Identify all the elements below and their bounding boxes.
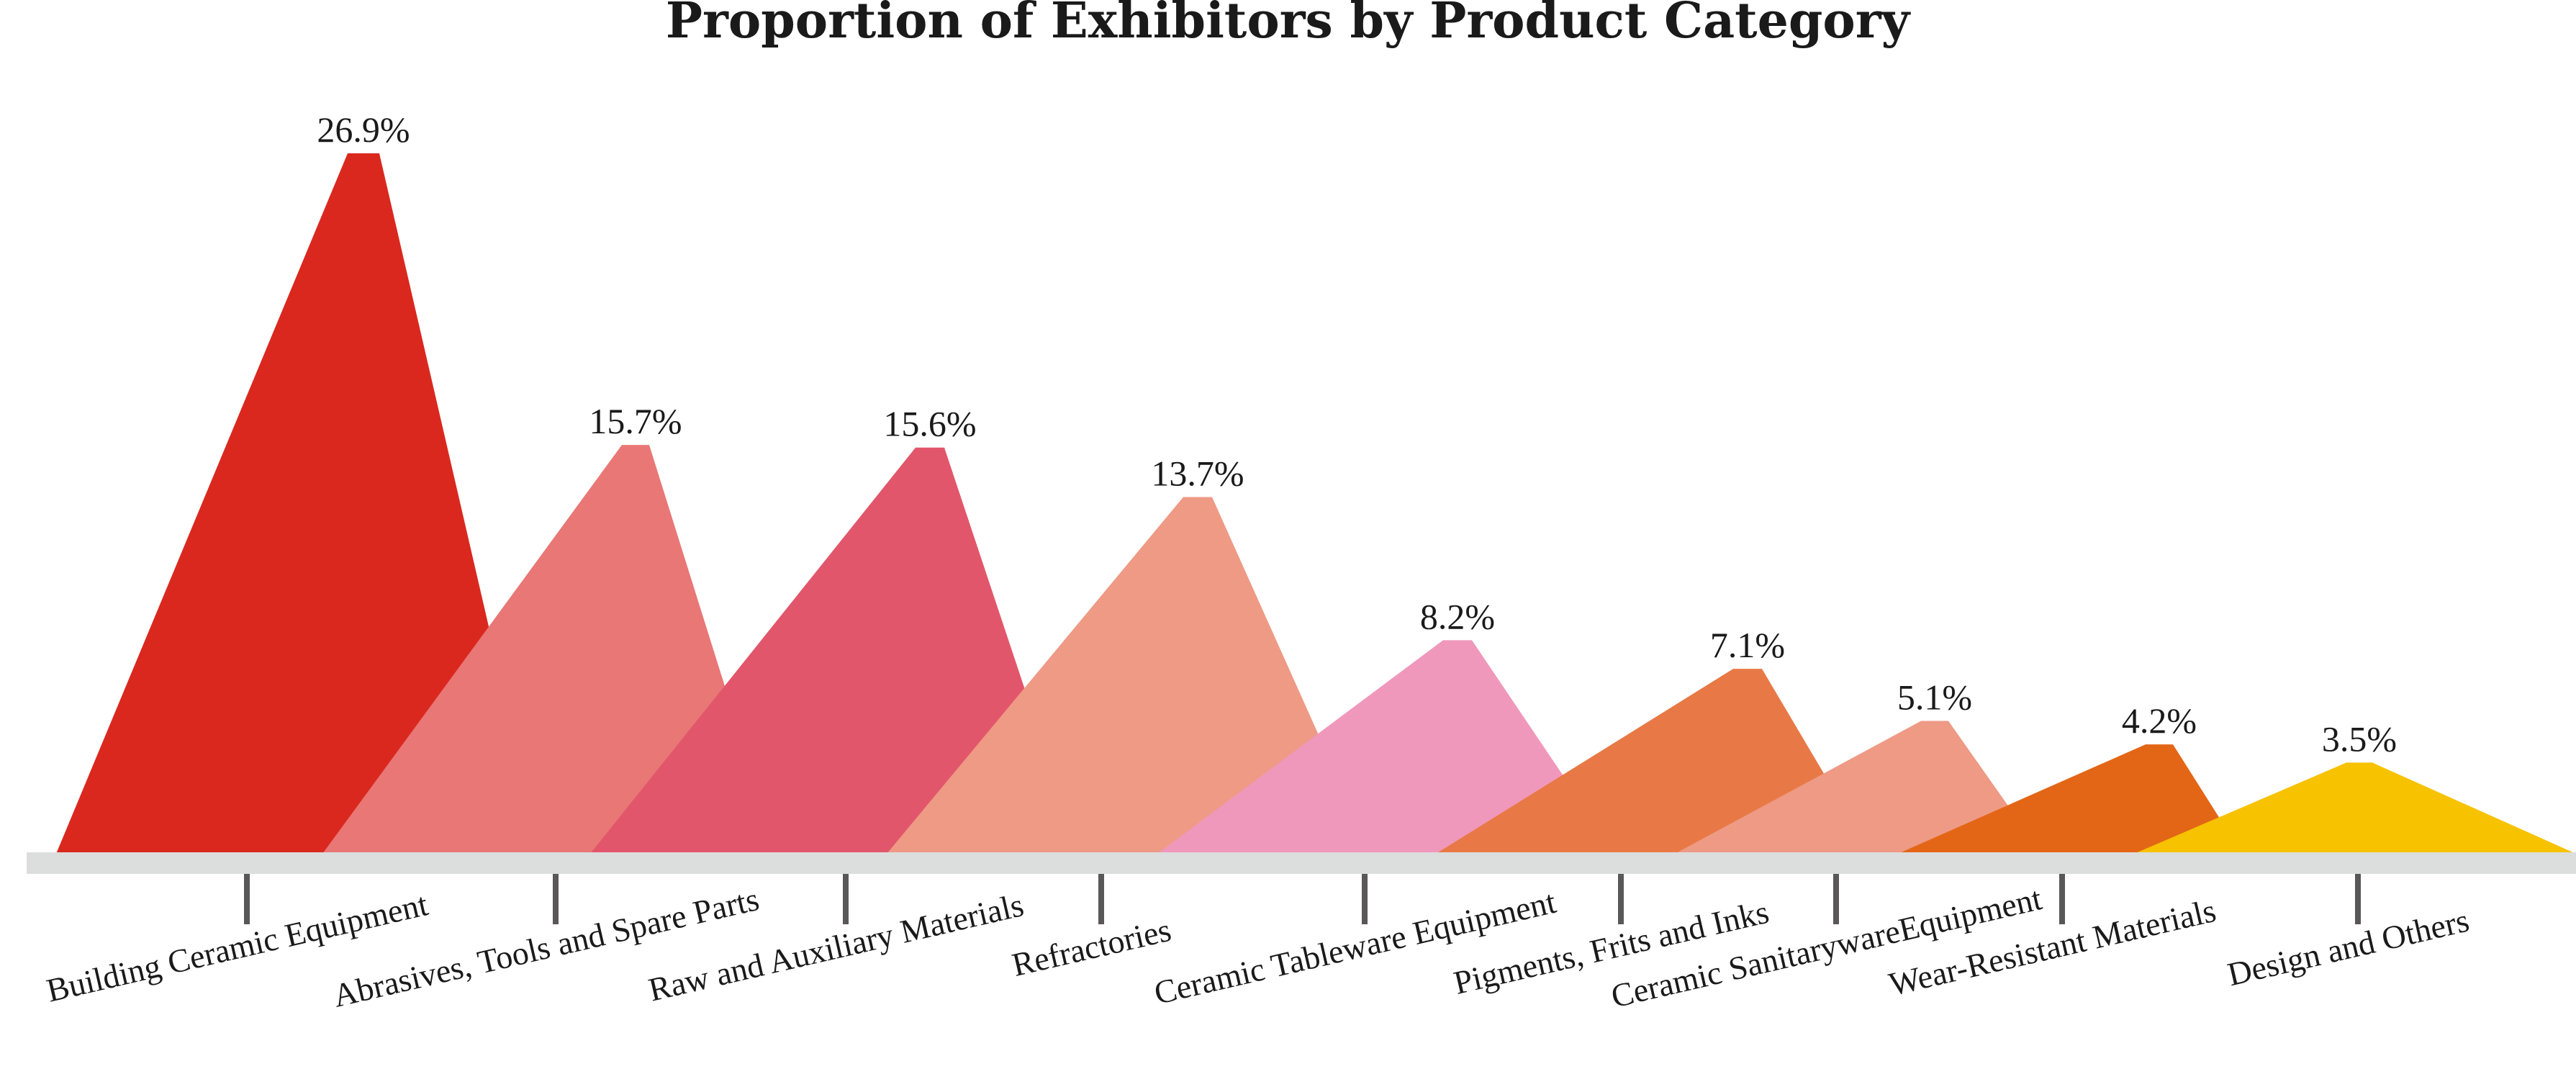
peak-series: [56, 153, 2576, 854]
data-label: 13.7%: [1151, 453, 1244, 493]
x-tick: [843, 874, 849, 924]
x-tick: [1833, 874, 1839, 924]
data-label: 26.9%: [317, 109, 410, 150]
peak-4: [887, 497, 1372, 854]
x-tick: [244, 874, 250, 924]
data-labels: 26.9% 15.7% 15.6% 13.7% 8.2% 7.1% 5.1% 4.2% 3.5%: [317, 109, 2397, 759]
peak-8: [1898, 744, 2242, 854]
peak-5: [1157, 640, 1616, 854]
peak-1: [56, 153, 541, 854]
x-axis-baseline: [27, 852, 2576, 874]
x-tick: [1618, 874, 1624, 924]
data-label: 8.2%: [1420, 596, 1495, 636]
peak-7: [1675, 721, 2042, 854]
x-tick: [1362, 874, 1368, 924]
peak-3: [590, 447, 1080, 854]
x-axis-ticks: [244, 874, 2361, 924]
x-tick: [2059, 874, 2065, 924]
x-tick: [553, 874, 559, 924]
x-tick-label: Refractories: [1008, 911, 1174, 983]
data-label: 7.1%: [1710, 625, 1785, 665]
data-label: 15.6%: [883, 404, 976, 444]
chart-title: Proportion of Exhibitors by Product Cate…: [666, 0, 1912, 50]
x-tick-label: Design and Others: [2224, 902, 2472, 993]
x-tick: [1098, 874, 1104, 924]
data-label: 3.5%: [2322, 718, 2397, 759]
peak-9: [2134, 762, 2576, 854]
peak-2: [322, 445, 777, 854]
x-tick: [2355, 874, 2361, 924]
data-label: 4.2%: [2122, 700, 2197, 741]
data-label: 5.1%: [1897, 677, 1972, 718]
data-label: 15.7%: [589, 401, 682, 441]
